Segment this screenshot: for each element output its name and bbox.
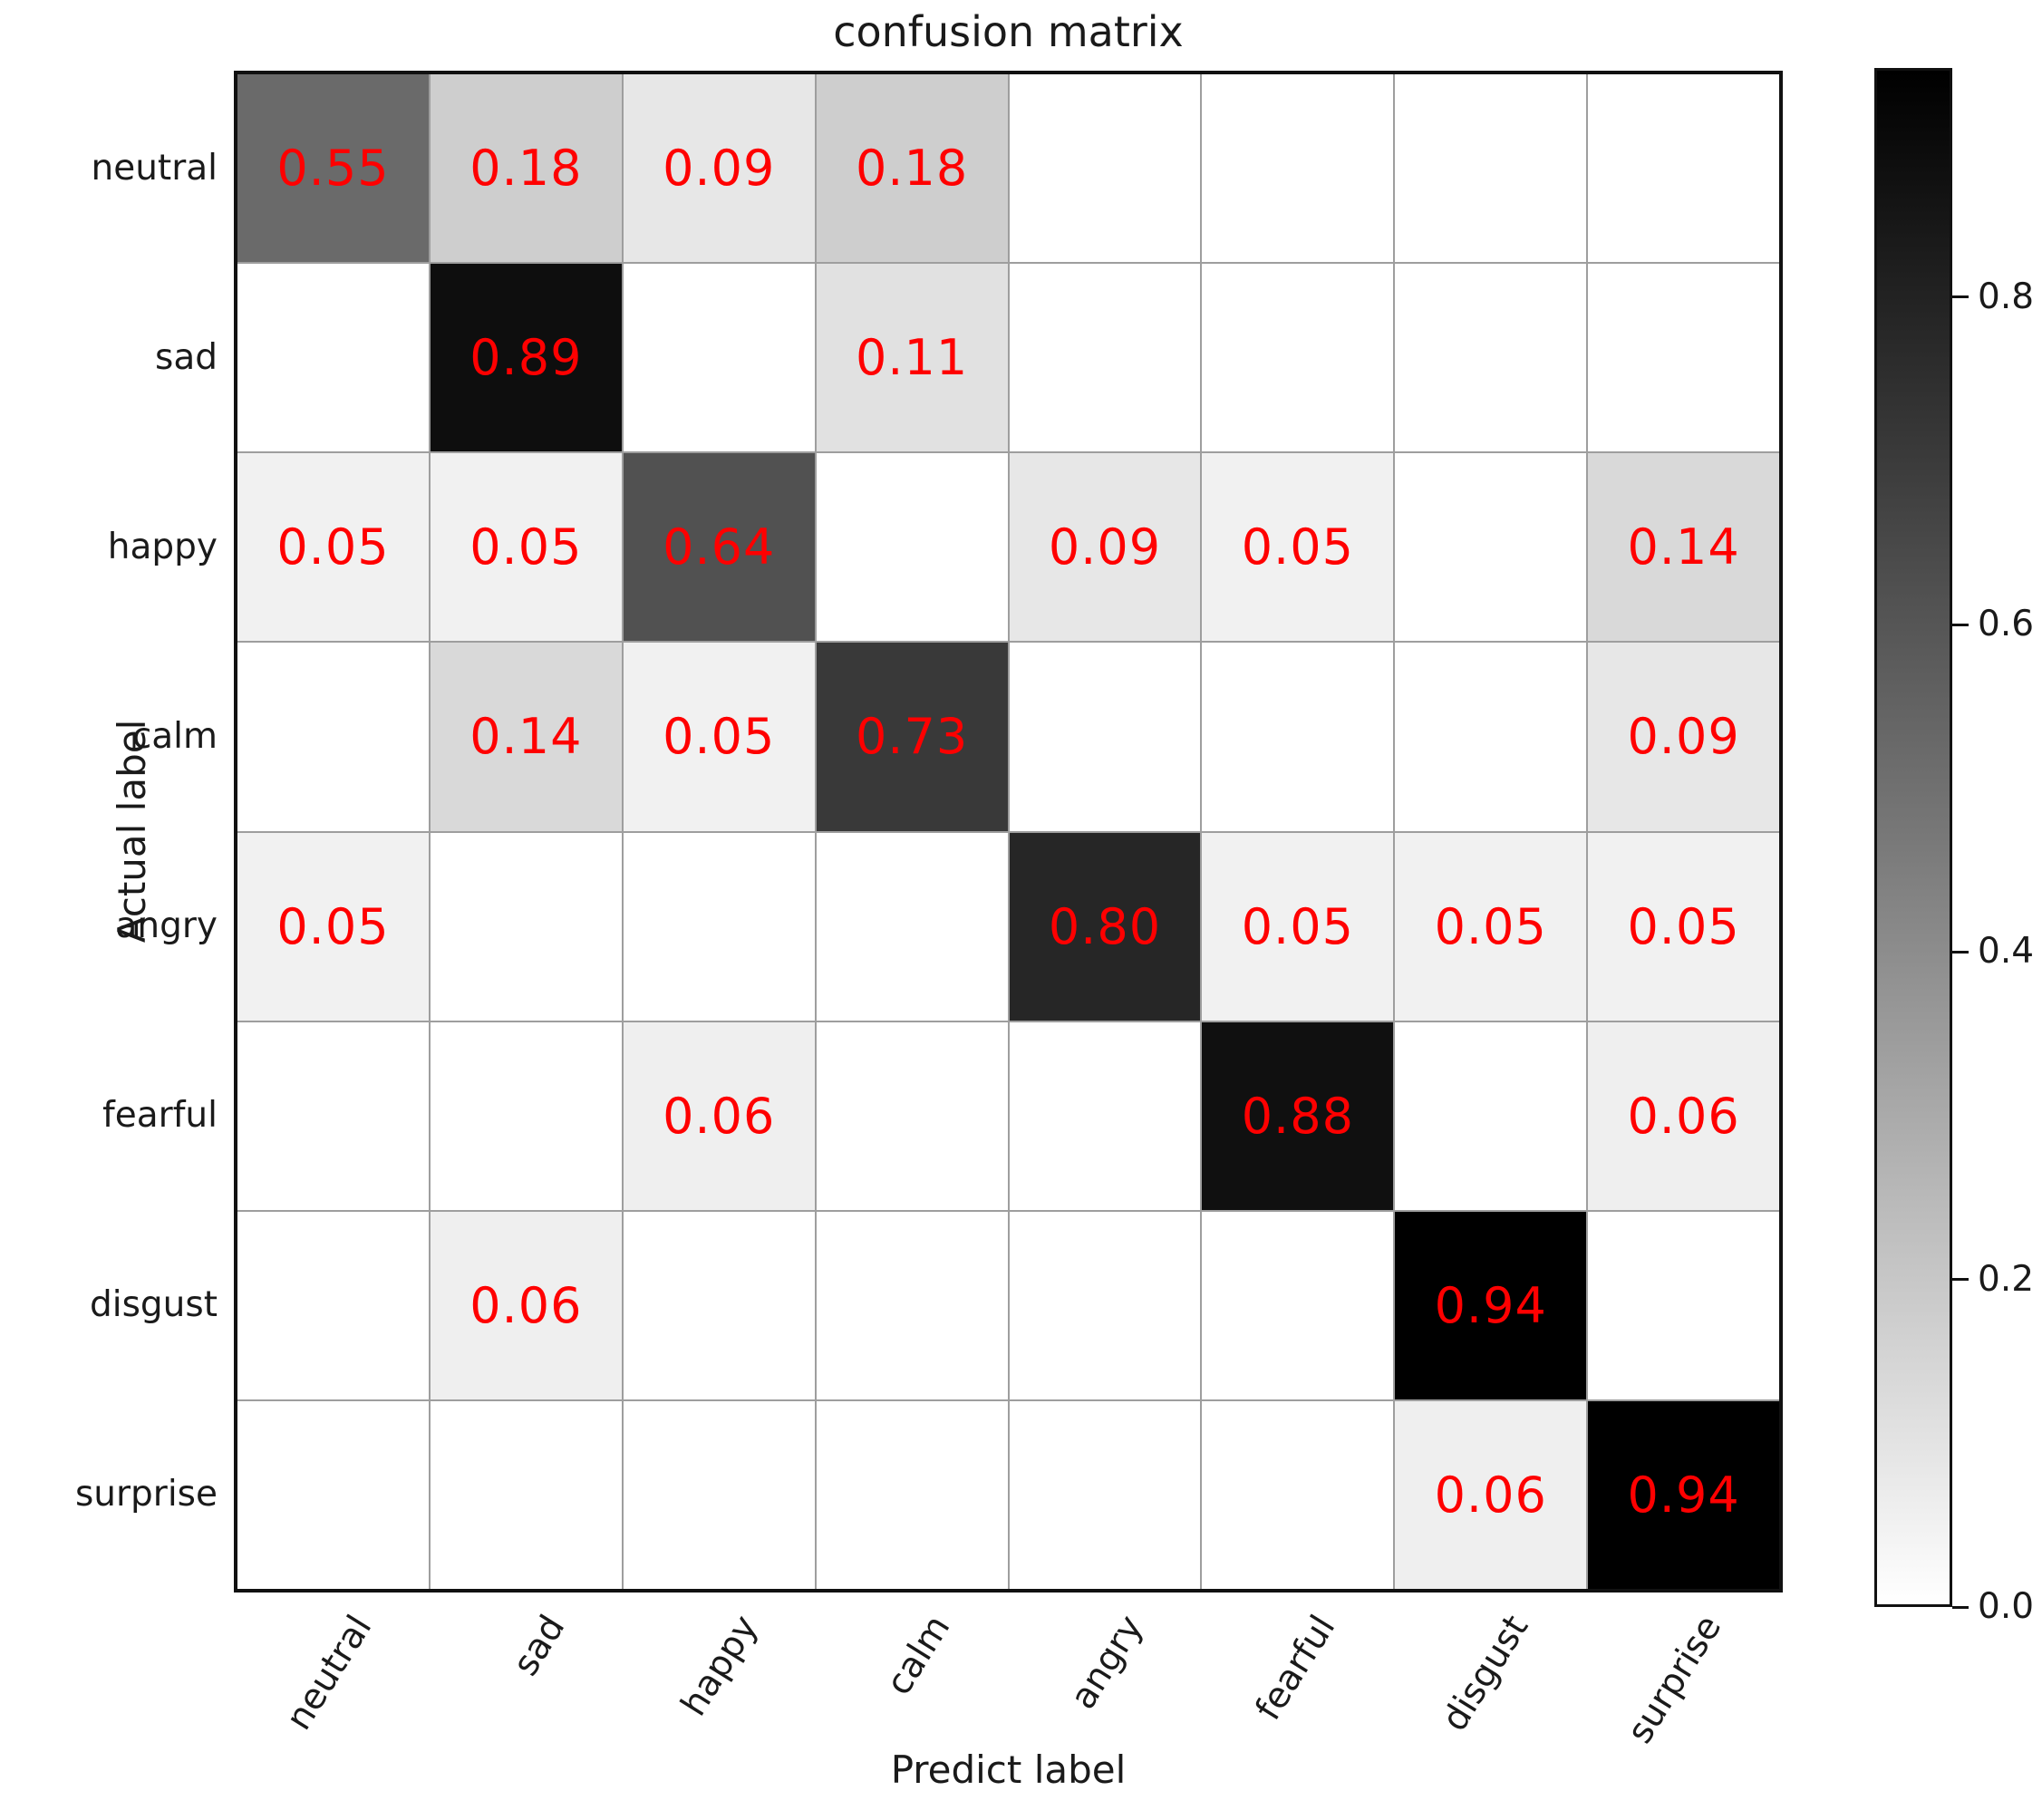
matrix-cell-fearful-neutral [237,1021,429,1210]
matrix-cell-sad-fearful [1202,264,1394,452]
matrix-cell-surprise-neutral [237,1400,429,1589]
matrix-cell-disgust-disgust: 0.94 [1395,1211,1587,1399]
matrix-cell-angry-fearful: 0.05 [1202,832,1394,1021]
matrix-cell-calm-neutral [237,643,429,831]
y-tick-label-disgust: disgust [90,1283,218,1325]
colorbar-tick-label: 0.0 [1978,1586,2035,1627]
x-tick-label-calm: calm [878,1608,959,1703]
y-tick-label-neutral: neutral [91,148,218,189]
matrix-cell-surprise-angry [1009,1400,1201,1589]
matrix-cell-surprise-happy [623,1400,815,1589]
matrix-cell-sad-sad: 0.89 [430,264,622,452]
x-tick-label-happy: happy [673,1608,766,1724]
colorbar-tick-mark [1952,1278,1969,1282]
matrix-cell-surprise-sad [430,1400,622,1589]
matrix-cell-neutral-happy: 0.09 [623,74,815,263]
matrix-cell-disgust-neutral [237,1211,429,1399]
matrix-cell-angry-disgust: 0.05 [1395,832,1587,1021]
y-tick-label-fearful: fearful [102,1094,218,1136]
matrix-cell-disgust-surprise [1588,1211,1779,1399]
matrix-cell-sad-angry [1009,264,1201,452]
matrix-cell-happy-disgust [1395,453,1587,642]
heatmap-plot: 0.55 0.18 0.09 0.18 0.89 0.11 0.05 0.05 0.64 0.09… [234,71,1783,1592]
y-tick-label-calm: calm [131,716,218,758]
y-tick-label-happy: happy [107,527,218,568]
matrix-cell-angry-sad [430,832,622,1021]
matrix-cell-neutral-surprise [1588,74,1779,263]
matrix-cell-surprise-surprise: 0.94 [1588,1400,1779,1589]
matrix-cell-happy-happy: 0.64 [623,453,815,642]
matrix-cell-neutral-calm: 0.18 [816,74,1008,263]
matrix-cell-sad-surprise [1588,264,1779,452]
colorbar-tick-label: 0.8 [1978,276,2035,317]
heatmap-grid: 0.55 0.18 0.09 0.18 0.89 0.11 0.05 0.05 0.64 0.09… [237,74,1779,1589]
colorbar-tick-mark [1952,623,1969,626]
matrix-cell-surprise-disgust: 0.06 [1395,1400,1587,1589]
matrix-cell-sad-neutral [237,264,429,452]
x-tick-label-disgust: disgust [1434,1608,1537,1738]
matrix-cell-calm-happy: 0.05 [623,643,815,831]
matrix-cell-happy-surprise: 0.14 [1588,453,1779,642]
matrix-cell-neutral-neutral: 0.55 [237,74,429,263]
matrix-cell-happy-sad: 0.05 [430,453,622,642]
matrix-cell-angry-happy [623,832,815,1021]
y-tick-label-sad: sad [155,337,218,379]
colorbar-tick-label: 0.4 [1978,931,2035,973]
matrix-cell-disgust-calm [816,1211,1008,1399]
matrix-cell-disgust-angry [1009,1211,1201,1399]
matrix-cell-surprise-calm [816,1400,1008,1589]
matrix-cell-sad-calm: 0.11 [816,264,1008,452]
matrix-cell-happy-angry: 0.09 [1009,453,1201,642]
matrix-cell-angry-angry: 0.80 [1009,832,1201,1021]
x-tick-label-sad: sad [505,1608,574,1683]
x-tick-label-surprise: surprise [1619,1608,1730,1751]
matrix-cell-neutral-angry [1009,74,1201,263]
matrix-cell-fearful-surprise: 0.06 [1588,1021,1779,1210]
matrix-cell-calm-disgust [1395,643,1587,831]
matrix-cell-fearful-calm [816,1021,1008,1210]
colorbar-tick-label: 0.6 [1978,604,2035,645]
colorbar-tick-label: 0.2 [1978,1258,2035,1300]
matrix-cell-sad-disgust [1395,264,1587,452]
matrix-cell-neutral-sad: 0.18 [430,74,622,263]
matrix-cell-calm-calm: 0.73 [816,643,1008,831]
matrix-cell-disgust-fearful [1202,1211,1394,1399]
x-tick-label-neutral: neutral [278,1608,381,1738]
matrix-cell-calm-angry [1009,643,1201,831]
matrix-cell-sad-happy [623,264,815,452]
matrix-cell-happy-calm [816,453,1008,642]
matrix-cell-angry-calm [816,832,1008,1021]
matrix-cell-angry-surprise: 0.05 [1588,832,1779,1021]
x-tick-label-angry: angry [1062,1608,1152,1717]
colorbar-tick-mark [1952,295,1969,299]
matrix-cell-happy-neutral: 0.05 [237,453,429,642]
matrix-cell-neutral-disgust [1395,74,1587,263]
chart-title: confusion matrix [833,7,1184,56]
y-tick-label-surprise: surprise [74,1473,218,1515]
colorbar-gradient [1874,68,1952,1607]
matrix-cell-calm-sad: 0.14 [430,643,622,831]
matrix-cell-surprise-fearful [1202,1400,1394,1589]
matrix-cell-neutral-fearful [1202,74,1394,263]
matrix-cell-fearful-angry [1009,1021,1201,1210]
matrix-cell-disgust-happy [623,1211,815,1399]
matrix-cell-fearful-disgust [1395,1021,1587,1210]
y-tick-label-angry: angry [115,905,218,946]
x-axis-title: Predict label [890,1747,1127,1792]
matrix-cell-angry-neutral: 0.05 [237,832,429,1021]
matrix-cell-calm-fearful [1202,643,1394,831]
matrix-cell-fearful-fearful: 0.88 [1202,1021,1394,1210]
colorbar-tick-mark [1952,950,1969,954]
colorbar-tick-mark [1952,1605,1969,1609]
matrix-cell-disgust-sad: 0.06 [430,1211,622,1399]
matrix-cell-calm-surprise: 0.09 [1588,643,1779,831]
matrix-cell-fearful-sad [430,1021,622,1210]
matrix-cell-happy-fearful: 0.05 [1202,453,1394,642]
x-tick-label-fearful: fearful [1248,1608,1344,1728]
matrix-cell-fearful-happy: 0.06 [623,1021,815,1210]
